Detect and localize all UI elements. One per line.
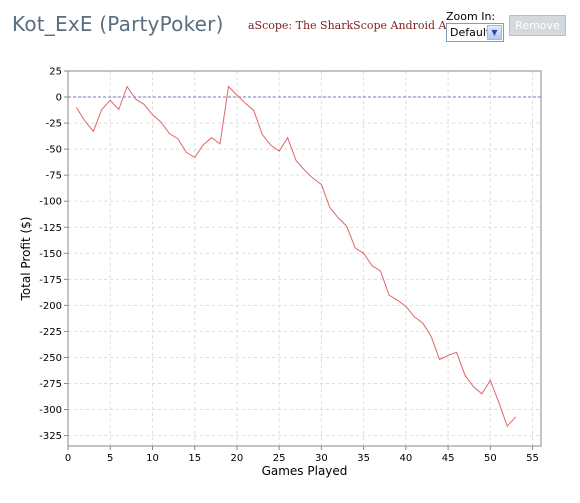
zoom-label: Zoom In: (446, 10, 496, 23)
y-tick-label: -150 (39, 249, 62, 260)
x-tick-label: 50 (484, 453, 497, 464)
chart-grid (68, 70, 541, 446)
x-tick-label: 20 (231, 453, 244, 464)
x-tick-label: 40 (399, 453, 412, 464)
zoom-selected-value: Default (450, 26, 491, 39)
x-tick-label: 35 (357, 453, 370, 464)
y-tick-label: -300 (39, 405, 62, 416)
x-tick-label: 5 (107, 453, 113, 464)
x-tick-label: 0 (65, 453, 71, 464)
x-tick-label: 25 (273, 453, 286, 464)
y-tick-label: -75 (46, 171, 62, 182)
y-tick-label: -100 (39, 197, 62, 208)
y-tick-label: -325 (39, 431, 62, 442)
y-tick-label: -25 (46, 119, 62, 130)
y-tick-label: 0 (56, 93, 62, 104)
y-tick-label: -50 (46, 145, 62, 156)
chevron-down-icon[interactable]: ▼ (487, 25, 502, 40)
remove-button[interactable]: Remove (509, 15, 566, 36)
y-tick-label: -250 (39, 353, 62, 364)
y-axis: 25 0 -25 -50 -75 -100 -125 -150 -175 -200 -225 -250… (39, 67, 68, 442)
x-tick-label: 55 (526, 453, 539, 464)
y-tick-label: -175 (39, 275, 62, 286)
android-app-link[interactable]: aScope: The SharkScope Android App (248, 19, 461, 32)
x-axis-label: Games Played (262, 464, 348, 478)
y-tick-label: -125 (39, 223, 62, 234)
y-tick-label: -225 (39, 327, 62, 338)
x-tick-label: 10 (146, 453, 159, 464)
y-axis-label: Total Profit ($) (19, 217, 33, 302)
x-tick-label: 45 (442, 453, 455, 464)
plot-frame (67, 70, 542, 447)
zoom-select[interactable]: Default ▼ (446, 23, 504, 42)
y-tick-label: -200 (39, 301, 62, 312)
x-tick-label: 30 (315, 453, 328, 464)
y-tick-label: 25 (49, 67, 62, 78)
x-tick-label: 15 (188, 453, 201, 464)
y-tick-label: -275 (39, 379, 62, 390)
series-line (75, 85, 517, 428)
page-title: Kot_ExE (PartyPoker) (12, 12, 224, 36)
x-axis: 0 5 10 15 20 25 30 35 40 45 50 55 (65, 446, 539, 464)
